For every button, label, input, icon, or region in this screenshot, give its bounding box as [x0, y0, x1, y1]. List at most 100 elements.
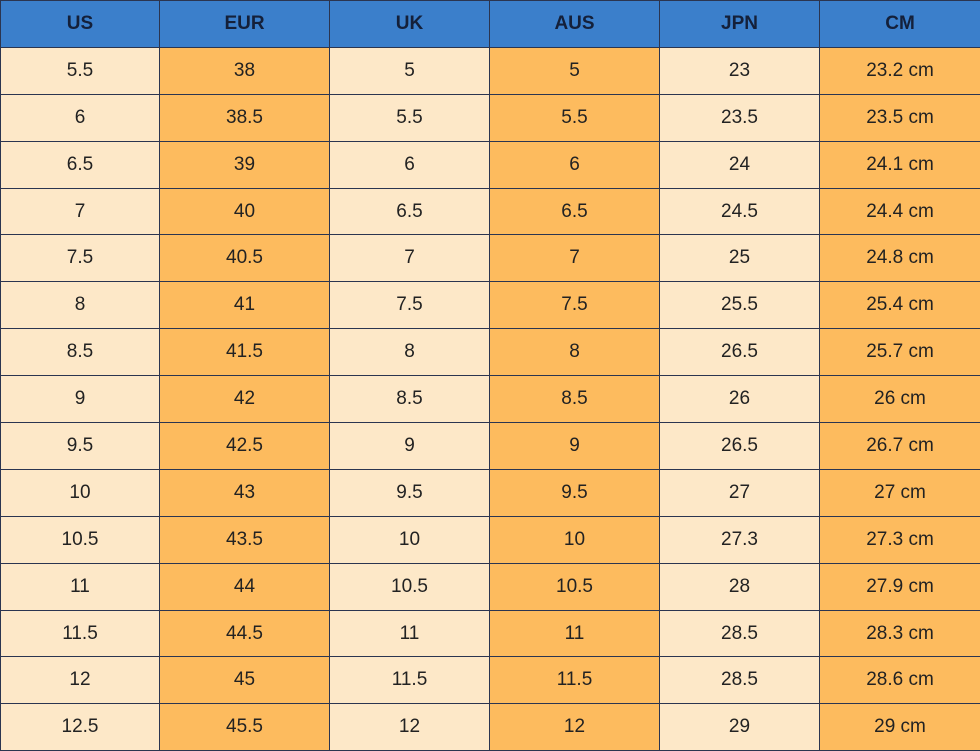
- table-row: 8 41 7.5 7.5 25.5 25.4 cm: [0, 281, 980, 330]
- table-cell: 11: [489, 609, 660, 658]
- table-cell: 41: [159, 281, 330, 330]
- table-row: 11 44 10.5 10.5 28 27.9 cm: [0, 562, 980, 611]
- table-cell: 10: [489, 515, 660, 564]
- table-row: 5.5 38 5 5 23 23.2 cm: [0, 46, 980, 95]
- column-header: CM: [819, 0, 980, 48]
- table-cell: 29 cm: [819, 703, 980, 751]
- table-cell: 42: [159, 375, 330, 424]
- table-row: 12.5 45.5 12 12 29 29 cm: [0, 703, 980, 751]
- table-cell: 26.5: [659, 328, 820, 377]
- column-header: JPN: [659, 0, 820, 48]
- table-cell: 25.4 cm: [819, 281, 980, 330]
- header-row: US EUR UK AUS JPN CM: [0, 0, 980, 48]
- table-cell: 41.5: [159, 328, 330, 377]
- table-cell: 10.5: [329, 562, 490, 611]
- table-cell: 25: [659, 234, 820, 283]
- table-cell: 23.5 cm: [819, 93, 980, 142]
- column-header: UK: [329, 0, 490, 48]
- table-cell: 5: [489, 46, 660, 95]
- table-cell: 24.5: [659, 187, 820, 236]
- table-cell: 7.5: [329, 281, 490, 330]
- table-cell: 6.5: [0, 140, 160, 189]
- table-cell: 8: [489, 328, 660, 377]
- table-cell: 5: [329, 46, 490, 95]
- table-row: 9 42 8.5 8.5 26 26 cm: [0, 375, 980, 424]
- table-row: 12 45 11.5 11.5 28.5 28.6 cm: [0, 656, 980, 705]
- table-cell: 23.2 cm: [819, 46, 980, 95]
- table-cell: 23.5: [659, 93, 820, 142]
- table-cell: 7.5: [0, 234, 160, 283]
- table-row: 10 43 9.5 9.5 27 27 cm: [0, 468, 980, 517]
- table-row: 8.5 41.5 8 8 26.5 25.7 cm: [0, 328, 980, 377]
- table-cell: 40: [159, 187, 330, 236]
- table-cell: 9.5: [0, 422, 160, 470]
- table-cell: 24.8 cm: [819, 234, 980, 283]
- table-cell: 28.6 cm: [819, 656, 980, 705]
- table-cell: 6.5: [329, 187, 490, 236]
- table-cell: 11: [0, 562, 160, 611]
- table-cell: 24: [659, 140, 820, 189]
- table-cell: 11: [329, 609, 490, 658]
- table-cell: 27.3: [659, 515, 820, 564]
- table-cell: 11.5: [0, 609, 160, 658]
- table-cell: 12.5: [0, 703, 160, 751]
- table-cell: 43.5: [159, 515, 330, 564]
- table-cell: 28.3 cm: [819, 609, 980, 658]
- table-cell: 27.9 cm: [819, 562, 980, 611]
- table-cell: 44: [159, 562, 330, 611]
- table-row: 11.5 44.5 11 11 28.5 28.3 cm: [0, 609, 980, 658]
- table-cell: 6.5: [489, 187, 660, 236]
- table-cell: 8: [0, 281, 160, 330]
- table-row: 10.5 43.5 10 10 27.3 27.3 cm: [0, 515, 980, 564]
- table-cell: 9: [0, 375, 160, 424]
- table-cell: 27: [659, 468, 820, 517]
- table-cell: 24.1 cm: [819, 140, 980, 189]
- column-header: US: [0, 0, 160, 48]
- table-cell: 8.5: [0, 328, 160, 377]
- table-cell: 42.5: [159, 422, 330, 470]
- table-cell: 12: [0, 656, 160, 705]
- table-cell: 28: [659, 562, 820, 611]
- table-row: 7 40 6.5 6.5 24.5 24.4 cm: [0, 187, 980, 236]
- table-row: 6 38.5 5.5 5.5 23.5 23.5 cm: [0, 93, 980, 142]
- table-cell: 38: [159, 46, 330, 95]
- table-cell: 44.5: [159, 609, 330, 658]
- table-cell: 6: [329, 140, 490, 189]
- table-cell: 11.5: [489, 656, 660, 705]
- table-cell: 9: [329, 422, 490, 470]
- table-cell: 6: [489, 140, 660, 189]
- table-cell: 8: [329, 328, 490, 377]
- table-cell: 45.5: [159, 703, 330, 751]
- table-cell: 8.5: [489, 375, 660, 424]
- table-body: 5.5 38 5 5 23 23.2 cm 6 38.5 5.5 5.5 23.5 23.5 cm 6.…: [0, 46, 980, 751]
- table-cell: 25.7 cm: [819, 328, 980, 377]
- table-cell: 10: [329, 515, 490, 564]
- table-cell: 7: [329, 234, 490, 283]
- table-cell: 38.5: [159, 93, 330, 142]
- table-cell: 28.5: [659, 656, 820, 705]
- table-cell: 43: [159, 468, 330, 517]
- table-cell: 10.5: [0, 515, 160, 564]
- table-cell: 6: [0, 93, 160, 142]
- table-cell: 8.5: [329, 375, 490, 424]
- table-cell: 28.5: [659, 609, 820, 658]
- table-cell: 23: [659, 46, 820, 95]
- table-row: 9.5 42.5 9 9 26.5 26.7 cm: [0, 422, 980, 470]
- table-cell: 26.7 cm: [819, 422, 980, 470]
- table-cell: 27 cm: [819, 468, 980, 517]
- table-cell: 7: [0, 187, 160, 236]
- table-cell: 26.5: [659, 422, 820, 470]
- table-cell: 26 cm: [819, 375, 980, 424]
- table-cell: 12: [489, 703, 660, 751]
- table-cell: 7.5: [489, 281, 660, 330]
- table-cell: 24.4 cm: [819, 187, 980, 236]
- table-cell: 10.5: [489, 562, 660, 611]
- table-cell: 27.3 cm: [819, 515, 980, 564]
- table-cell: 39: [159, 140, 330, 189]
- column-header: EUR: [159, 0, 330, 48]
- table-cell: 5.5: [329, 93, 490, 142]
- table-cell: 11.5: [329, 656, 490, 705]
- table-cell: 25.5: [659, 281, 820, 330]
